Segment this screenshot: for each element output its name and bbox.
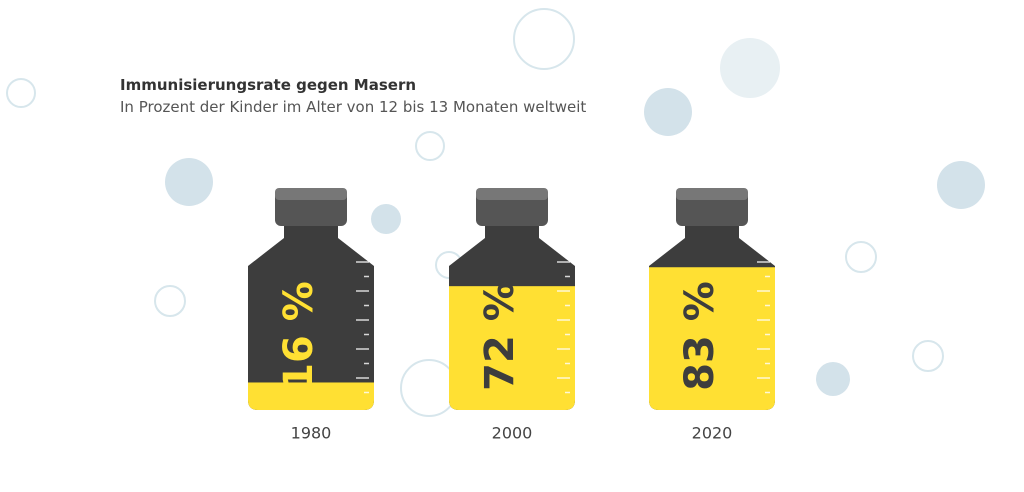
bottle-fill xyxy=(649,267,775,410)
bottle-fill xyxy=(449,286,575,410)
x-tick-label: 2020 xyxy=(692,424,733,443)
bottle-cap-top xyxy=(676,188,748,200)
bottle-cap-top xyxy=(275,188,347,200)
chart-title: Immunisierungsrate gegen Masern xyxy=(120,76,416,94)
x-tick-label: 2000 xyxy=(492,424,533,443)
bottle-body xyxy=(248,222,374,410)
value-label: 72 % xyxy=(477,281,523,391)
chart-subtitle: In Prozent der Kinder im Alter von 12 bi… xyxy=(120,98,586,116)
value-label: 83 % xyxy=(677,281,723,391)
bottle-cap-top xyxy=(476,188,548,200)
value-label: 16 % xyxy=(276,281,322,391)
decor-bubbles xyxy=(6,8,985,417)
bottle-fill xyxy=(248,382,374,410)
x-tick-label: 1980 xyxy=(291,424,332,443)
